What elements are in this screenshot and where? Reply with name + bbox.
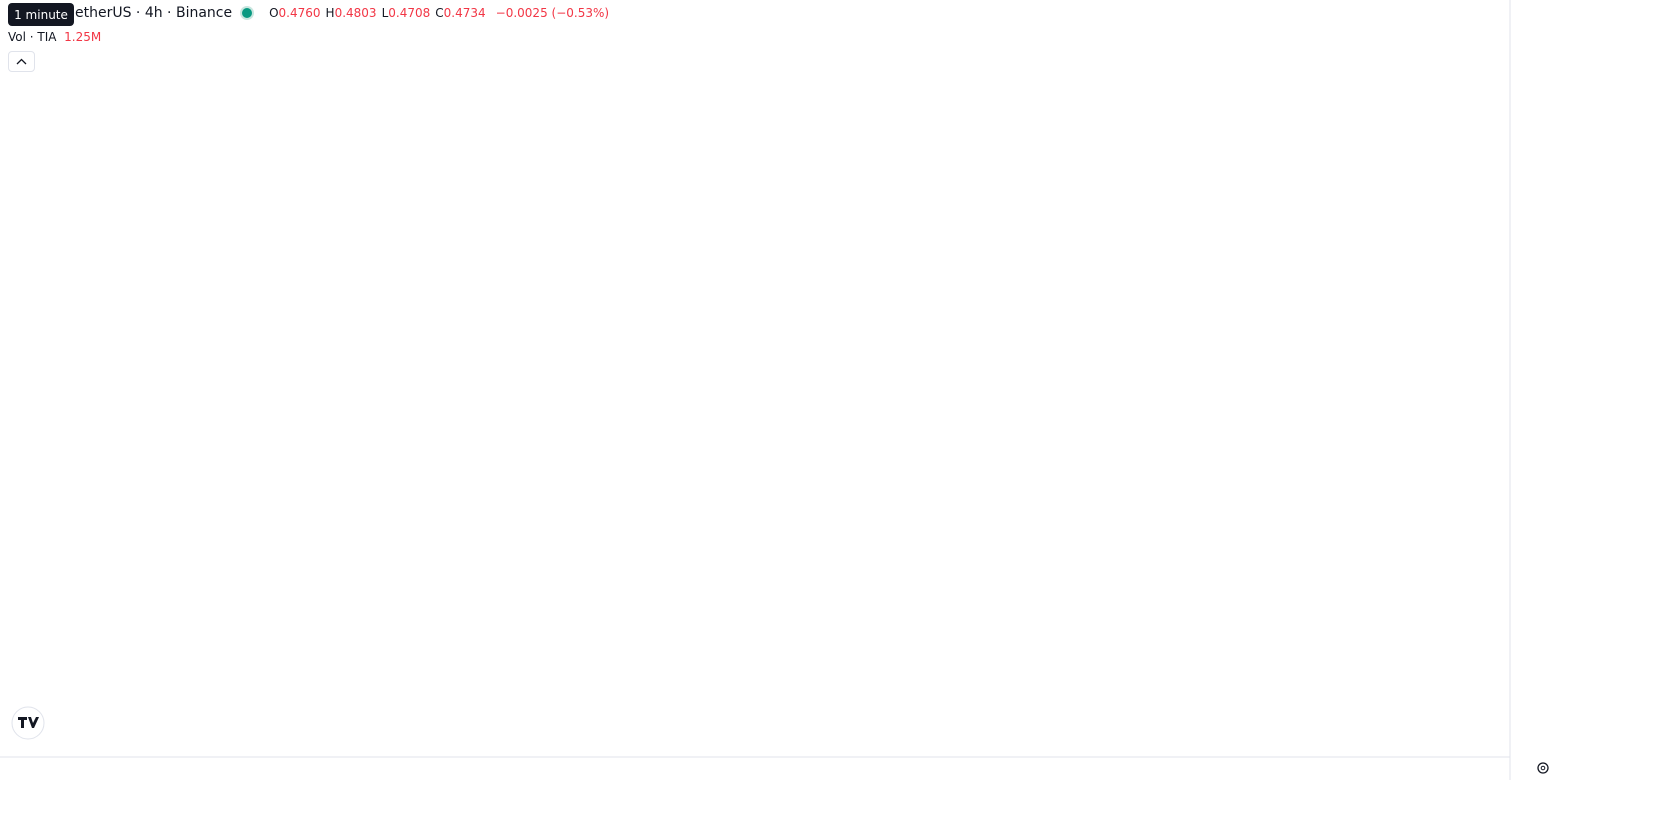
ohlc-value: 0.4803 [334, 6, 377, 20]
symbol[interactable]: etherUS · 4h · Binance [75, 5, 233, 21]
status-dot [240, 6, 255, 20]
legend-header: etherUS · 4h · Binance O0.4760 H0.4803 L0.… [75, 5, 609, 21]
volume-legend: Vol · TIA 1.25M [8, 30, 101, 44]
tooltip: 1 minute [8, 3, 74, 26]
ohlc-label: C [435, 6, 444, 20]
chevron [16, 58, 27, 65]
volume-name: Vol · TIA [8, 30, 57, 44]
volume-value: 1.25M [64, 30, 102, 44]
settings-icon[interactable] [1537, 762, 1549, 774]
ohlc-label: H [325, 6, 335, 20]
ohlc-value: 0.4708 [388, 6, 431, 20]
ohlc-value: 0.4734 [443, 6, 486, 20]
ohlc: O0.4760 H0.4803 L0.4708 C0.4734 [269, 6, 491, 20]
change: −0.0025 (−0.53%) [495, 6, 610, 20]
ohlc-label: L [381, 6, 389, 20]
ohlc-label: O [269, 6, 279, 20]
tv-logo [11, 706, 45, 740]
ohlc-value: 0.4760 [278, 6, 321, 20]
collapse-button[interactable] [8, 51, 35, 72]
